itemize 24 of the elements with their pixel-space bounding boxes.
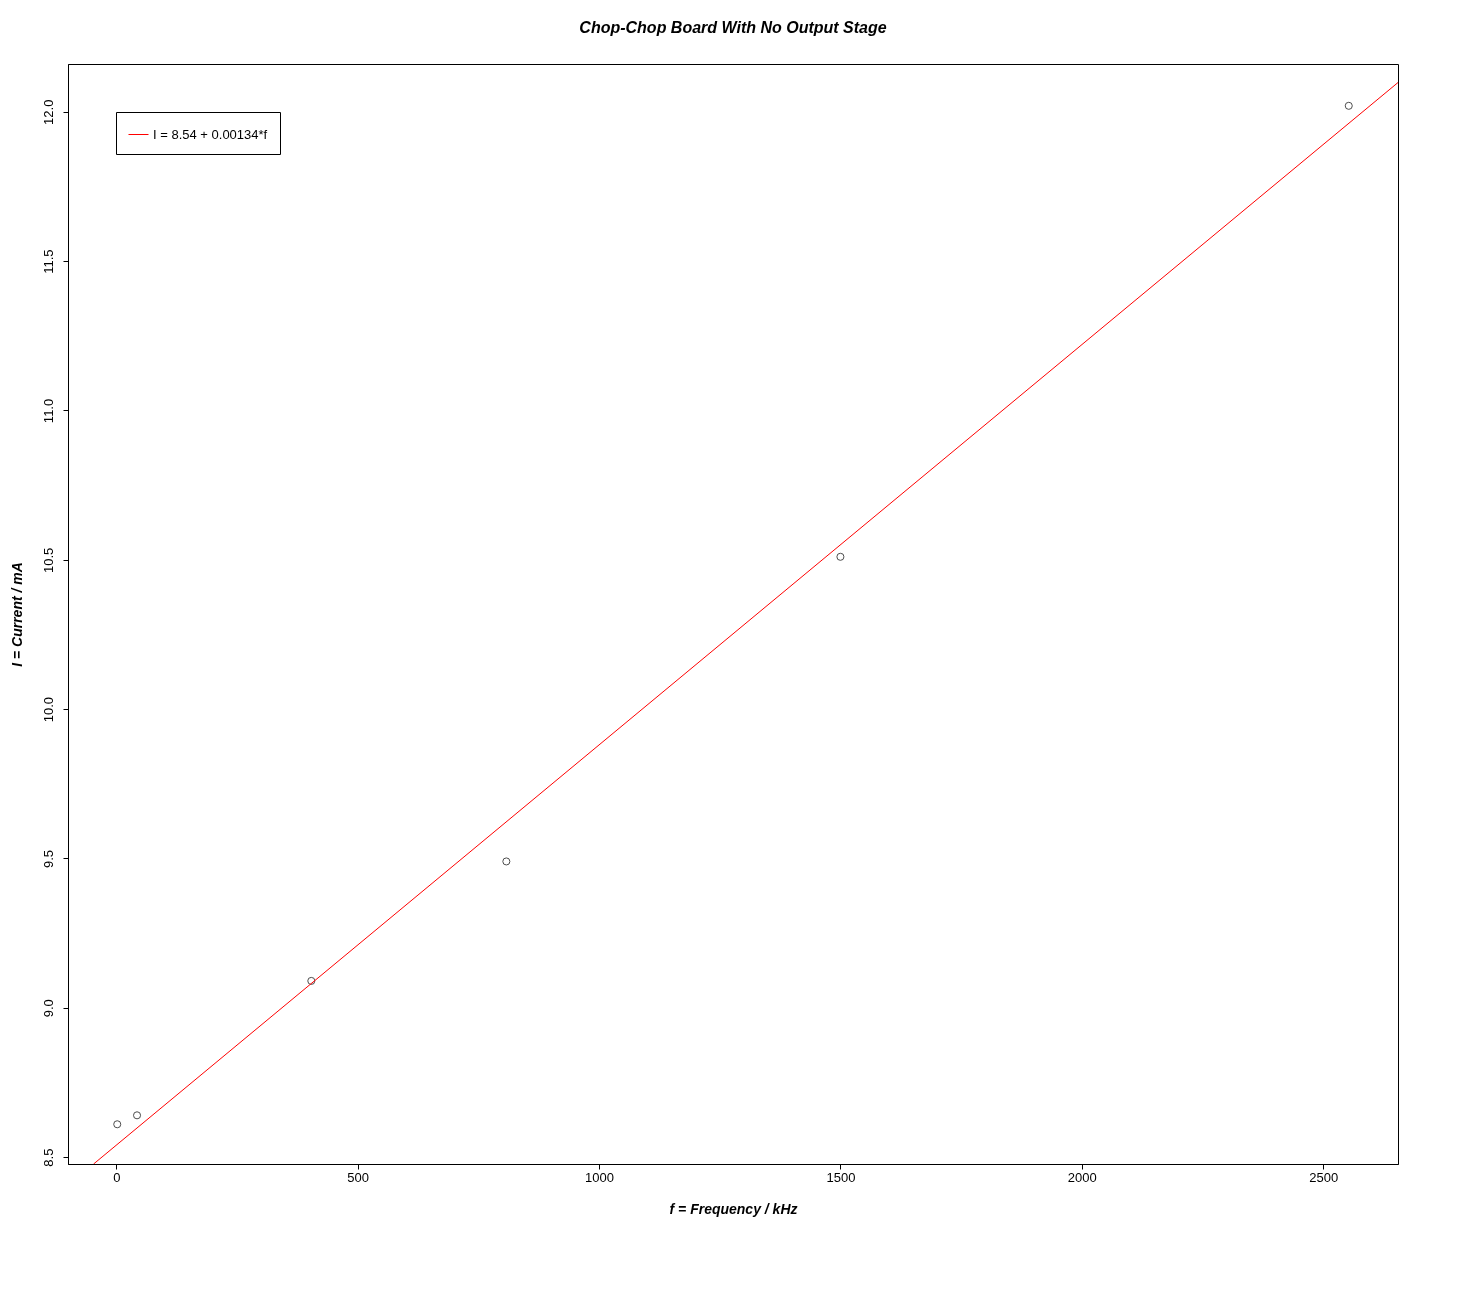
y-tick-label: 11.0 (40, 398, 56, 424)
point (307, 976, 316, 985)
y-tick-label: 10.0 (40, 696, 56, 723)
x-tick-label: 500 (347, 1169, 370, 1185)
y-tick-label: 10.5 (40, 547, 56, 573)
x-axis-title: f = Frequency / kHz (669, 1200, 798, 1217)
point (133, 1111, 142, 1120)
x-tick-label: 1000 (585, 1169, 614, 1185)
y-axis-title: I = Current / mA (8, 562, 25, 667)
y-tick-label: 8.5 (40, 1148, 56, 1167)
x-tick-label: 2500 (1309, 1169, 1339, 1185)
y-tick-label: 9.5 (40, 849, 56, 868)
chart-title: Chop-Chop Board With No Output Stage (579, 19, 887, 36)
point (1344, 101, 1353, 110)
y-tick-label: 9.0 (40, 999, 56, 1018)
x-tick-label: 1500 (826, 1169, 856, 1185)
y-tick-label: 12.0 (40, 99, 56, 125)
y-tick-label: 11.5 (40, 249, 56, 274)
legend-label: I = 8.54 + 0.00134*f (153, 126, 268, 142)
point (502, 857, 511, 866)
point (113, 1120, 122, 1129)
x-tick-label: 2000 (1067, 1169, 1097, 1185)
x-tick-label: 0 (113, 1169, 121, 1185)
point (836, 552, 845, 561)
